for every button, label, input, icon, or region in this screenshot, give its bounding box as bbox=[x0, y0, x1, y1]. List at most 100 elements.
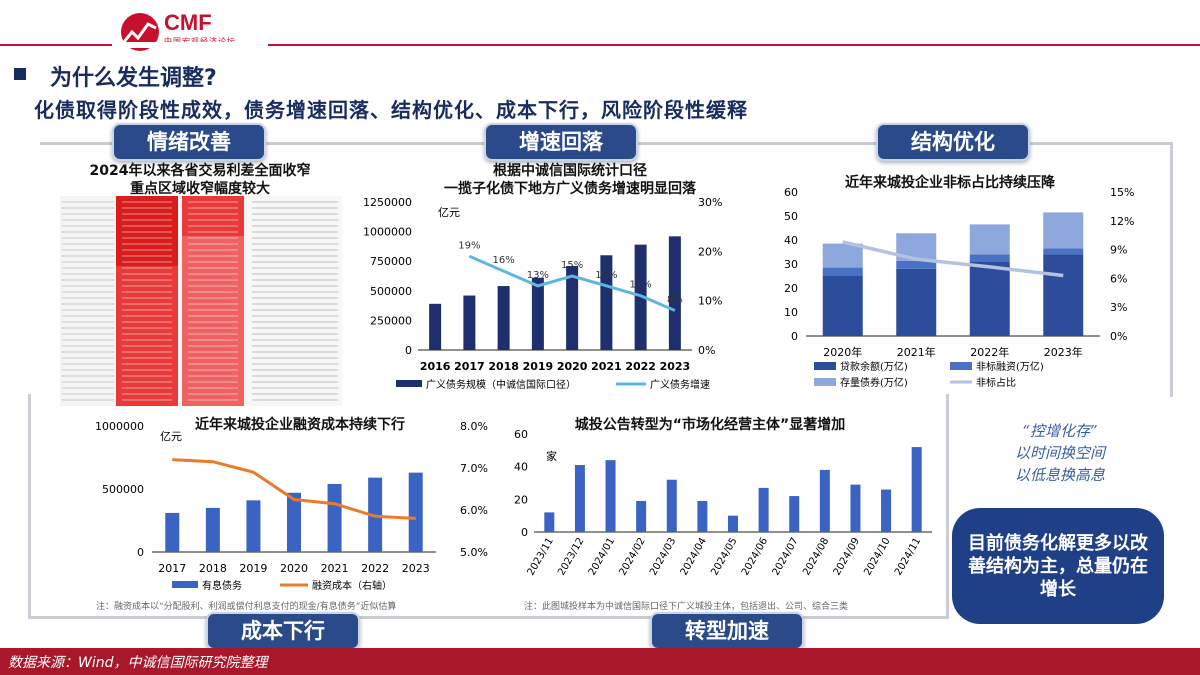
data-label: 13% bbox=[595, 270, 617, 281]
bar-transition-count bbox=[850, 484, 861, 532]
bar-segment bbox=[1043, 212, 1084, 249]
x-tick-label: 2021年 bbox=[897, 345, 936, 359]
y2-tick-label: 0% bbox=[698, 344, 715, 357]
footer-source: 数据来源：Wind，中诚信国际研究院整理 bbox=[8, 655, 268, 671]
x-tick-label: 2022年 bbox=[970, 345, 1009, 359]
x-tick-label: 2018 bbox=[199, 562, 227, 575]
x-tick-label: 2024/03 bbox=[648, 536, 678, 577]
y-tick-label: 40 bbox=[784, 234, 798, 247]
x-tick-label: 2018 bbox=[488, 360, 519, 373]
transition-chart-note: 注：此图城投样本为中诚信国际口径下广义城投主体，包括退出、公司、综合三类 bbox=[524, 602, 849, 612]
y-tick-label: 60 bbox=[514, 428, 528, 441]
y-unit-label: 亿元 bbox=[160, 430, 182, 443]
x-tick-label: 2024/07 bbox=[771, 536, 801, 577]
bar-debt-scale bbox=[429, 303, 442, 350]
y2-tick-label: 0% bbox=[1110, 330, 1127, 343]
x-tick-label: 2023 bbox=[402, 562, 430, 575]
cost-chart-title: 近年来城投企业融资成本持续下行 bbox=[195, 417, 405, 433]
y-tick-label: 10 bbox=[784, 306, 798, 319]
x-tick-label: 2022 bbox=[625, 360, 656, 373]
spread-table-title-2: 重点区域收窄幅度较大 bbox=[130, 181, 270, 197]
x-tick-label: 2017 bbox=[158, 562, 186, 575]
quote-line-3: 以低息换高息 bbox=[1014, 466, 1105, 484]
bar-segment bbox=[969, 254, 1010, 262]
y2-tick-label: 7.0% bbox=[460, 462, 488, 475]
header-rule-gap bbox=[112, 42, 268, 48]
y-tick-label: 0 bbox=[137, 546, 144, 559]
y2-tick-label: 30% bbox=[698, 196, 722, 209]
legend-label: 有息债务 bbox=[202, 579, 242, 592]
data-label: 13% bbox=[527, 270, 549, 281]
x-tick-label: 2024/01 bbox=[587, 536, 617, 577]
y-tick-label: 20 bbox=[514, 493, 528, 506]
y2-tick-label: 8.0% bbox=[460, 420, 488, 433]
bar-interest-debt bbox=[287, 492, 301, 552]
legend-swatch bbox=[814, 362, 836, 370]
x-tick-label: 2024/02 bbox=[617, 536, 647, 577]
quote-line-1: “控增化存” bbox=[1022, 422, 1098, 440]
y-tick-label: 0 bbox=[791, 330, 798, 343]
bar-transition-count bbox=[789, 496, 800, 532]
growth-chart-title-1: 根据中诚信国际统计口径 bbox=[493, 163, 647, 179]
structure-chart: 0 10 20 30 40 50 60 0% 3% 6% 9% 12% 15% 2020年 2021年 202… bbox=[784, 186, 1134, 389]
bar-debt-scale bbox=[531, 277, 544, 350]
bar-segment bbox=[822, 267, 863, 276]
bar-transition-count bbox=[697, 500, 708, 532]
bar-segment bbox=[969, 224, 1010, 255]
y-tick-label: 1000000 bbox=[363, 226, 412, 239]
y-tick-label: 500000 bbox=[102, 483, 144, 496]
y-tick-label: 0 bbox=[405, 344, 412, 357]
tag-cost: 成本下行 bbox=[206, 612, 360, 650]
y-tick-label: 40 bbox=[514, 461, 528, 474]
bar-interest-debt bbox=[205, 507, 220, 552]
logo-text: CMF bbox=[164, 10, 212, 35]
y2-tick-label: 10% bbox=[698, 295, 722, 308]
bar-interest-debt bbox=[165, 512, 180, 552]
bar-segment bbox=[1043, 248, 1084, 255]
transition-chart-title: 城投公告转型为“市场化经营主体”显著增加 bbox=[574, 417, 846, 433]
bar-segment bbox=[822, 243, 863, 268]
bar-interest-debt bbox=[327, 483, 342, 552]
bar-transition-count bbox=[758, 487, 769, 532]
bar-transition-count bbox=[728, 515, 738, 532]
x-tick-label: 2017 bbox=[454, 360, 485, 373]
tag-transition: 转型加速 bbox=[650, 612, 804, 650]
bar-debt-scale bbox=[497, 286, 510, 350]
y2-tick-label: 3% bbox=[1110, 301, 1127, 314]
bar-debt-scale bbox=[600, 255, 613, 350]
bar-interest-debt bbox=[408, 472, 423, 552]
bar-segment bbox=[896, 260, 937, 269]
x-tick-label: 2024/10 bbox=[862, 536, 892, 577]
data-label: 16% bbox=[493, 255, 515, 266]
bar-transition-count bbox=[666, 479, 677, 532]
legend-label: 存量债券(万亿) bbox=[840, 376, 908, 389]
y-tick-label: 500000 bbox=[370, 285, 412, 298]
x-tick-label: 2023/12 bbox=[556, 536, 586, 577]
header-rule bbox=[0, 44, 1200, 46]
y2-tick-label: 6.0% bbox=[460, 504, 488, 517]
quote-line-2: 以时间换空间 bbox=[1014, 444, 1105, 462]
x-tick-label: 2020 bbox=[280, 562, 308, 575]
legend-swatch bbox=[172, 581, 198, 588]
x-tick-label: 2024/09 bbox=[832, 536, 862, 577]
y2-tick-label: 15% bbox=[1110, 186, 1134, 199]
x-tick-label: 2019 bbox=[523, 360, 554, 373]
bar-transition-count bbox=[881, 489, 892, 532]
y-tick-label: 250000 bbox=[370, 314, 412, 327]
legend-swatch bbox=[950, 362, 972, 370]
structure-chart-title: 近年来城投企业非标占比持续压降 bbox=[845, 175, 1055, 191]
bar-interest-debt bbox=[246, 500, 261, 552]
bullet-square-icon bbox=[14, 68, 26, 80]
y-unit-label: 家 bbox=[546, 449, 557, 463]
y-tick-label: 20 bbox=[784, 282, 798, 295]
y-tick-label: 750000 bbox=[370, 255, 412, 268]
tag-sentiment: 情绪改善 bbox=[112, 123, 266, 161]
y2-tick-label: 6% bbox=[1110, 272, 1127, 285]
x-tick-label: 2021 bbox=[321, 562, 349, 575]
slide-subtitle: 化债取得阶段性成效，债务增速回落、结构优化、成本下行，风险阶段性缓释 bbox=[34, 98, 748, 122]
line-financing-cost bbox=[172, 458, 416, 520]
bar-segment bbox=[822, 276, 863, 336]
x-tick-label: 2023年 bbox=[1044, 345, 1083, 359]
y-tick-label: 0 bbox=[521, 526, 528, 539]
